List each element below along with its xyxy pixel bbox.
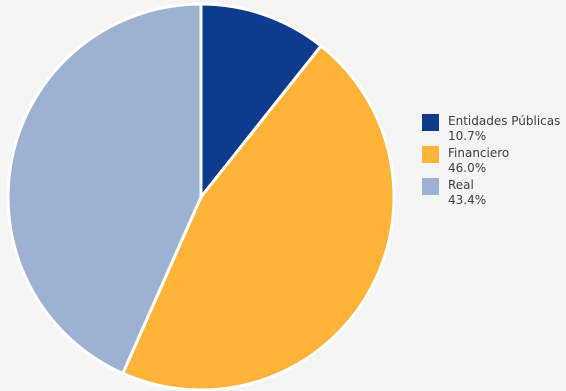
pie-slice-financiero <box>121 44 396 391</box>
legend-swatch <box>422 114 439 131</box>
legend-item-financiero: Financiero 46.0% <box>422 146 560 176</box>
legend-value: 10.7% <box>448 129 487 143</box>
legend-item-entidades-publicas: Entidades Públicas 10.7% <box>422 114 560 144</box>
legend-label: Financiero <box>448 146 510 160</box>
legend-swatch <box>422 178 439 195</box>
legend-label: Real <box>448 178 474 192</box>
legend-swatch <box>422 146 439 163</box>
legend-label: Entidades Públicas <box>448 114 561 128</box>
legend-item-real: Real 43.4% <box>422 178 560 208</box>
chart-legend: Entidades Públicas 10.7% Financiero 46.0… <box>422 114 560 210</box>
legend-value: 43.4% <box>448 193 487 207</box>
pie-slice-entidades-p-blicas <box>199 2 323 199</box>
legend-value: 46.0% <box>448 161 487 175</box>
pie-slice-real <box>6 2 203 375</box>
pie-slices <box>6 2 396 391</box>
